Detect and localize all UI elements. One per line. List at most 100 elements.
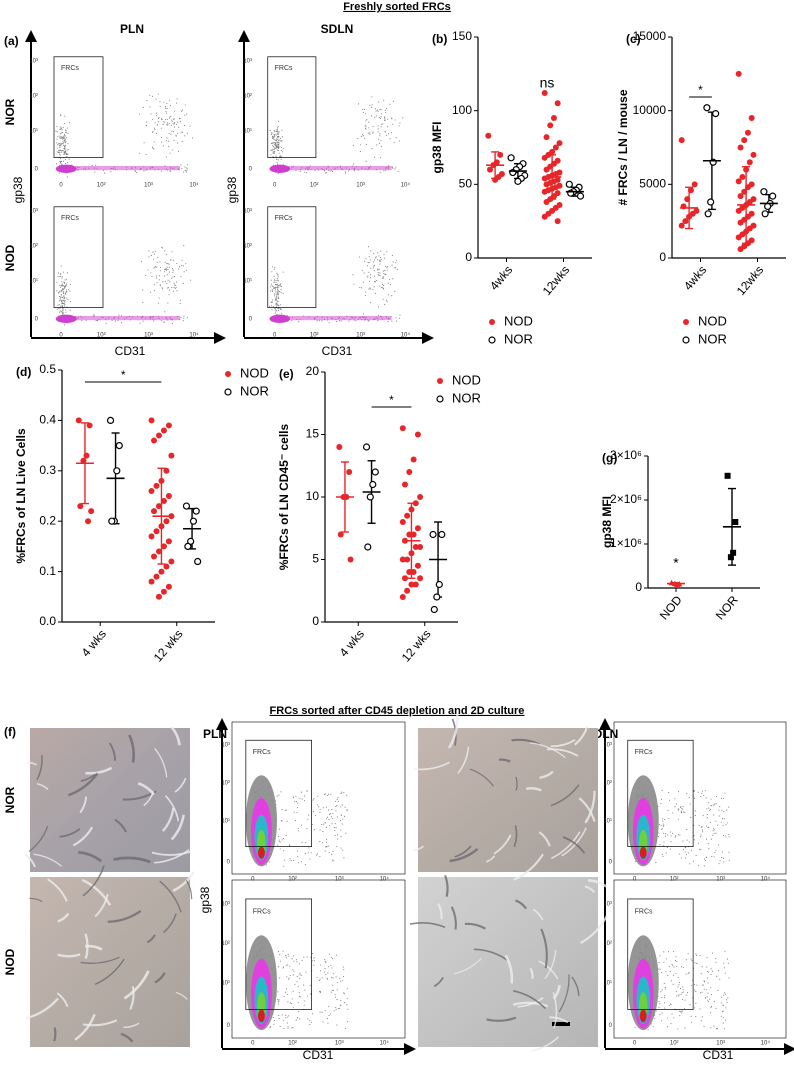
flow-event [390,117,392,119]
flow-event [156,266,158,268]
data-point [148,487,155,494]
data-point [492,176,499,183]
cell [571,976,580,997]
flow-event [59,310,61,312]
flow-tick: 10⁴ [189,332,199,339]
flow-event [176,102,178,104]
y-tick-label: 15000 [633,29,667,43]
flow-event [57,276,59,278]
flow-event [272,135,274,137]
flow-event [382,288,384,290]
x-tick-label: 4wks [487,263,515,293]
flow-event [166,287,169,289]
flow-event [175,286,177,288]
flow-event [319,978,321,980]
cell [162,807,175,832]
flow-event [173,284,176,286]
flow-event [173,282,175,284]
flow-event [710,1007,712,1009]
flow-event [277,149,280,152]
section-title: FRCs sorted after CD45 depletion and 2D … [270,705,525,717]
flow-event [703,865,705,867]
flow-event [359,287,361,289]
data-point [401,481,408,488]
flow-event [271,301,274,303]
flow-event [313,829,315,831]
flow-event [183,271,185,273]
flow-event [273,145,275,148]
flow-event [380,139,382,142]
flow-event [139,152,141,154]
flow-event [711,805,713,807]
flow-event [270,290,272,292]
flow-tick: 0 [273,333,277,339]
flow-event [369,277,372,279]
gate [245,739,312,847]
data-point [77,503,84,510]
flow-event [59,275,61,277]
flow-event [381,277,383,279]
flow-event [674,959,677,962]
flow-event [391,295,393,297]
flow-event [325,793,327,795]
flow-event [688,972,690,974]
data-point [543,181,550,188]
data-point [401,575,408,582]
flow-event [386,266,388,268]
cell [159,880,182,913]
flow-event [321,824,323,826]
flow-event [276,274,278,276]
flow-event [700,796,702,798]
flow-event [272,155,274,158]
flow-event [376,109,378,111]
flow-event [661,828,663,831]
flow-event [719,806,721,808]
flow-event [677,818,679,820]
flow-event [699,992,702,994]
flow-event [62,289,64,291]
flow-event [153,267,155,269]
flow-event [273,139,275,141]
flow-event [367,246,370,248]
flow-event [61,136,63,138]
flow-event [274,284,277,286]
flow-event [69,290,71,292]
flow-event [68,121,70,123]
flow-event [391,254,393,256]
flow-event [690,816,692,819]
flow-event [385,111,387,113]
cell [56,992,69,1008]
flow-event [174,287,176,290]
flow-event [58,151,60,153]
flow-event [345,832,347,834]
flow-event [65,278,67,280]
flow-event [65,153,67,155]
flow-event [174,122,176,124]
data-point [225,371,231,377]
flow-event [298,995,300,998]
data-point [347,556,354,563]
flow-event [700,1020,702,1022]
flow-event [56,131,58,133]
flow-event [175,135,177,137]
flow-event [723,861,725,863]
flow-tick: 10³ [243,209,252,215]
flow-event [280,149,282,151]
flow-event [149,106,151,108]
flow-event [378,306,380,308]
flow-event [313,957,315,959]
series [75,417,175,600]
data-point [735,234,742,241]
flow-event [346,1004,348,1006]
legend-label: NOD [240,365,269,380]
flow-event [634,1027,636,1029]
flow-event [711,952,714,954]
flow-event [182,265,185,267]
flow-event [658,835,660,838]
flow-event [149,94,151,96]
data-point [88,508,95,515]
tissue-label: PLN [203,727,227,741]
section-title: Freshly sorted FRCs [343,1,451,13]
flow-event [377,268,379,270]
flow-event [661,996,663,999]
